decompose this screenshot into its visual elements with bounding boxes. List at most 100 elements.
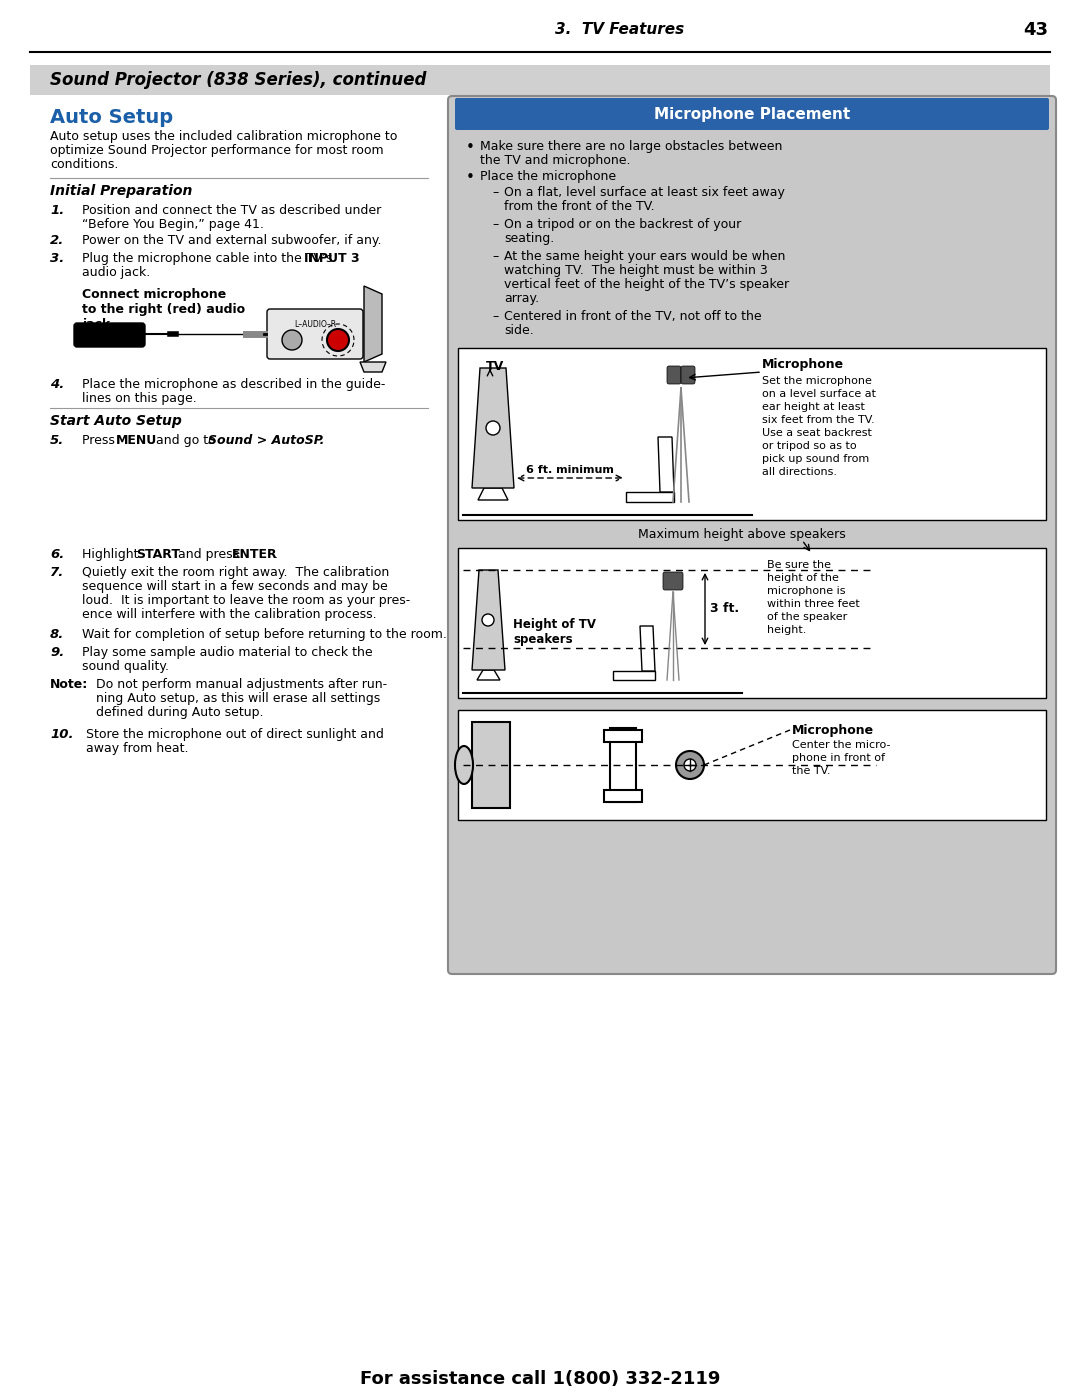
Text: Center the micro-: Center the micro- [792, 740, 891, 750]
Text: On a flat, level surface at least six feet away: On a flat, level surface at least six fe… [504, 186, 785, 198]
Ellipse shape [455, 746, 473, 784]
Text: Quietly exit the room right away.  The calibration: Quietly exit the room right away. The ca… [82, 566, 389, 578]
Polygon shape [478, 488, 508, 500]
Circle shape [327, 330, 349, 351]
Text: 1.: 1. [50, 204, 64, 217]
FancyBboxPatch shape [448, 96, 1056, 974]
Text: away from heat.: away from heat. [86, 742, 189, 754]
Text: 8.: 8. [50, 629, 64, 641]
Text: –: – [492, 310, 498, 323]
Circle shape [282, 330, 302, 351]
Text: Place the microphone: Place the microphone [480, 170, 616, 183]
Polygon shape [360, 362, 386, 372]
Text: sound quality.: sound quality. [82, 659, 168, 673]
Text: Make sure there are no large obstacles between: Make sure there are no large obstacles b… [480, 140, 782, 154]
Text: the TV and microphone.: the TV and microphone. [480, 154, 631, 168]
Text: Press: Press [82, 434, 119, 447]
FancyBboxPatch shape [604, 731, 642, 742]
Text: INPUT 3: INPUT 3 [303, 251, 360, 265]
Text: .: . [274, 548, 278, 562]
Text: 3.  TV Features: 3. TV Features [555, 22, 685, 38]
Text: L–AUDIO–R: L–AUDIO–R [294, 320, 336, 330]
Text: the TV.: the TV. [792, 766, 831, 775]
Text: Position and connect the TV as described under: Position and connect the TV as described… [82, 204, 381, 217]
Text: ear height at least: ear height at least [762, 402, 865, 412]
Text: optimize Sound Projector performance for most room: optimize Sound Projector performance for… [50, 144, 383, 156]
Text: •: • [465, 170, 475, 184]
Text: –: – [492, 186, 498, 198]
FancyBboxPatch shape [75, 323, 145, 346]
FancyBboxPatch shape [667, 366, 681, 384]
FancyBboxPatch shape [458, 348, 1047, 520]
Text: Place the microphone as described in the guide-: Place the microphone as described in the… [82, 379, 386, 391]
Text: side.: side. [504, 324, 534, 337]
Text: six feet from the TV.: six feet from the TV. [762, 415, 875, 425]
Text: Highlight: Highlight [82, 548, 143, 562]
FancyBboxPatch shape [30, 66, 1050, 95]
Text: Power on the TV and external subwoofer, if any.: Power on the TV and external subwoofer, … [82, 235, 381, 247]
Text: conditions.: conditions. [50, 158, 119, 170]
Text: or tripod so as to: or tripod so as to [762, 441, 856, 451]
Text: For assistance call 1(800) 332-2119: For assistance call 1(800) 332-2119 [360, 1370, 720, 1389]
FancyBboxPatch shape [455, 98, 1049, 130]
Text: Be sure the: Be sure the [767, 560, 831, 570]
Text: vertical feet of the height of the TV’s speaker: vertical feet of the height of the TV’s … [504, 278, 789, 291]
Text: array.: array. [504, 292, 539, 305]
Text: –: – [492, 218, 498, 231]
Text: Microphone: Microphone [762, 358, 845, 372]
Text: TV: TV [486, 360, 504, 373]
FancyBboxPatch shape [663, 571, 683, 590]
Text: 3.: 3. [50, 251, 64, 265]
Text: Auto setup uses the included calibration microphone to: Auto setup uses the included calibration… [50, 130, 397, 142]
Text: all directions.: all directions. [762, 467, 837, 476]
Text: from the front of the TV.: from the front of the TV. [504, 200, 654, 212]
Text: On a tripod or on the backrest of your: On a tripod or on the backrest of your [504, 218, 741, 231]
Polygon shape [477, 671, 500, 680]
Text: •: • [465, 140, 475, 155]
Text: Wait for completion of setup before returning to the room.: Wait for completion of setup before retu… [82, 629, 447, 641]
Text: 6.: 6. [50, 548, 64, 562]
FancyBboxPatch shape [472, 722, 510, 807]
Circle shape [486, 420, 500, 434]
Text: height of the: height of the [767, 573, 839, 583]
Text: seating.: seating. [504, 232, 554, 244]
Circle shape [676, 752, 704, 780]
Polygon shape [472, 570, 505, 671]
Text: Maximum height above speakers: Maximum height above speakers [638, 528, 846, 541]
Text: Microphone: Microphone [792, 724, 874, 738]
Polygon shape [640, 626, 654, 671]
Polygon shape [613, 671, 654, 680]
Text: ence will interfere with the calibration process.: ence will interfere with the calibration… [82, 608, 377, 622]
Text: Plug the microphone cable into the TV’s: Plug the microphone cable into the TV’s [82, 251, 337, 265]
FancyBboxPatch shape [458, 710, 1047, 820]
Text: and press: and press [174, 548, 243, 562]
Text: Auto Setup: Auto Setup [50, 108, 173, 127]
Text: audio jack.: audio jack. [82, 265, 150, 279]
Text: of the speaker: of the speaker [767, 612, 847, 622]
Text: Sound Projector (838 Series), continued: Sound Projector (838 Series), continued [50, 71, 427, 89]
Text: Microphone Placement: Microphone Placement [653, 106, 850, 122]
Text: 2.: 2. [50, 235, 64, 247]
Text: loud.  It is important to leave the room as your pres-: loud. It is important to leave the room … [82, 594, 410, 608]
Text: sequence will start in a few seconds and may be: sequence will start in a few seconds and… [82, 580, 388, 592]
FancyBboxPatch shape [681, 366, 696, 384]
Text: pick up sound from: pick up sound from [762, 454, 869, 464]
Text: Store the microphone out of direct sunlight and: Store the microphone out of direct sunli… [86, 728, 383, 740]
Text: lines on this page.: lines on this page. [82, 393, 197, 405]
Text: Note:: Note: [50, 678, 89, 692]
Polygon shape [626, 492, 674, 502]
Text: Play some sample audio material to check the: Play some sample audio material to check… [82, 645, 373, 659]
Text: 5.: 5. [50, 434, 64, 447]
Text: Use a seat backrest: Use a seat backrest [762, 427, 872, 439]
FancyBboxPatch shape [458, 548, 1047, 698]
Text: START: START [136, 548, 180, 562]
Text: and go to: and go to [152, 434, 219, 447]
Text: “Before You Begin,” page 41.: “Before You Begin,” page 41. [82, 218, 264, 231]
Text: Centered in front of the TV, not off to the: Centered in front of the TV, not off to … [504, 310, 761, 323]
FancyBboxPatch shape [604, 789, 642, 802]
Text: 9.: 9. [50, 645, 64, 659]
FancyBboxPatch shape [267, 309, 363, 359]
Text: Height of TV
speakers: Height of TV speakers [513, 617, 596, 645]
Polygon shape [472, 367, 514, 488]
Text: 4.: 4. [50, 379, 64, 391]
